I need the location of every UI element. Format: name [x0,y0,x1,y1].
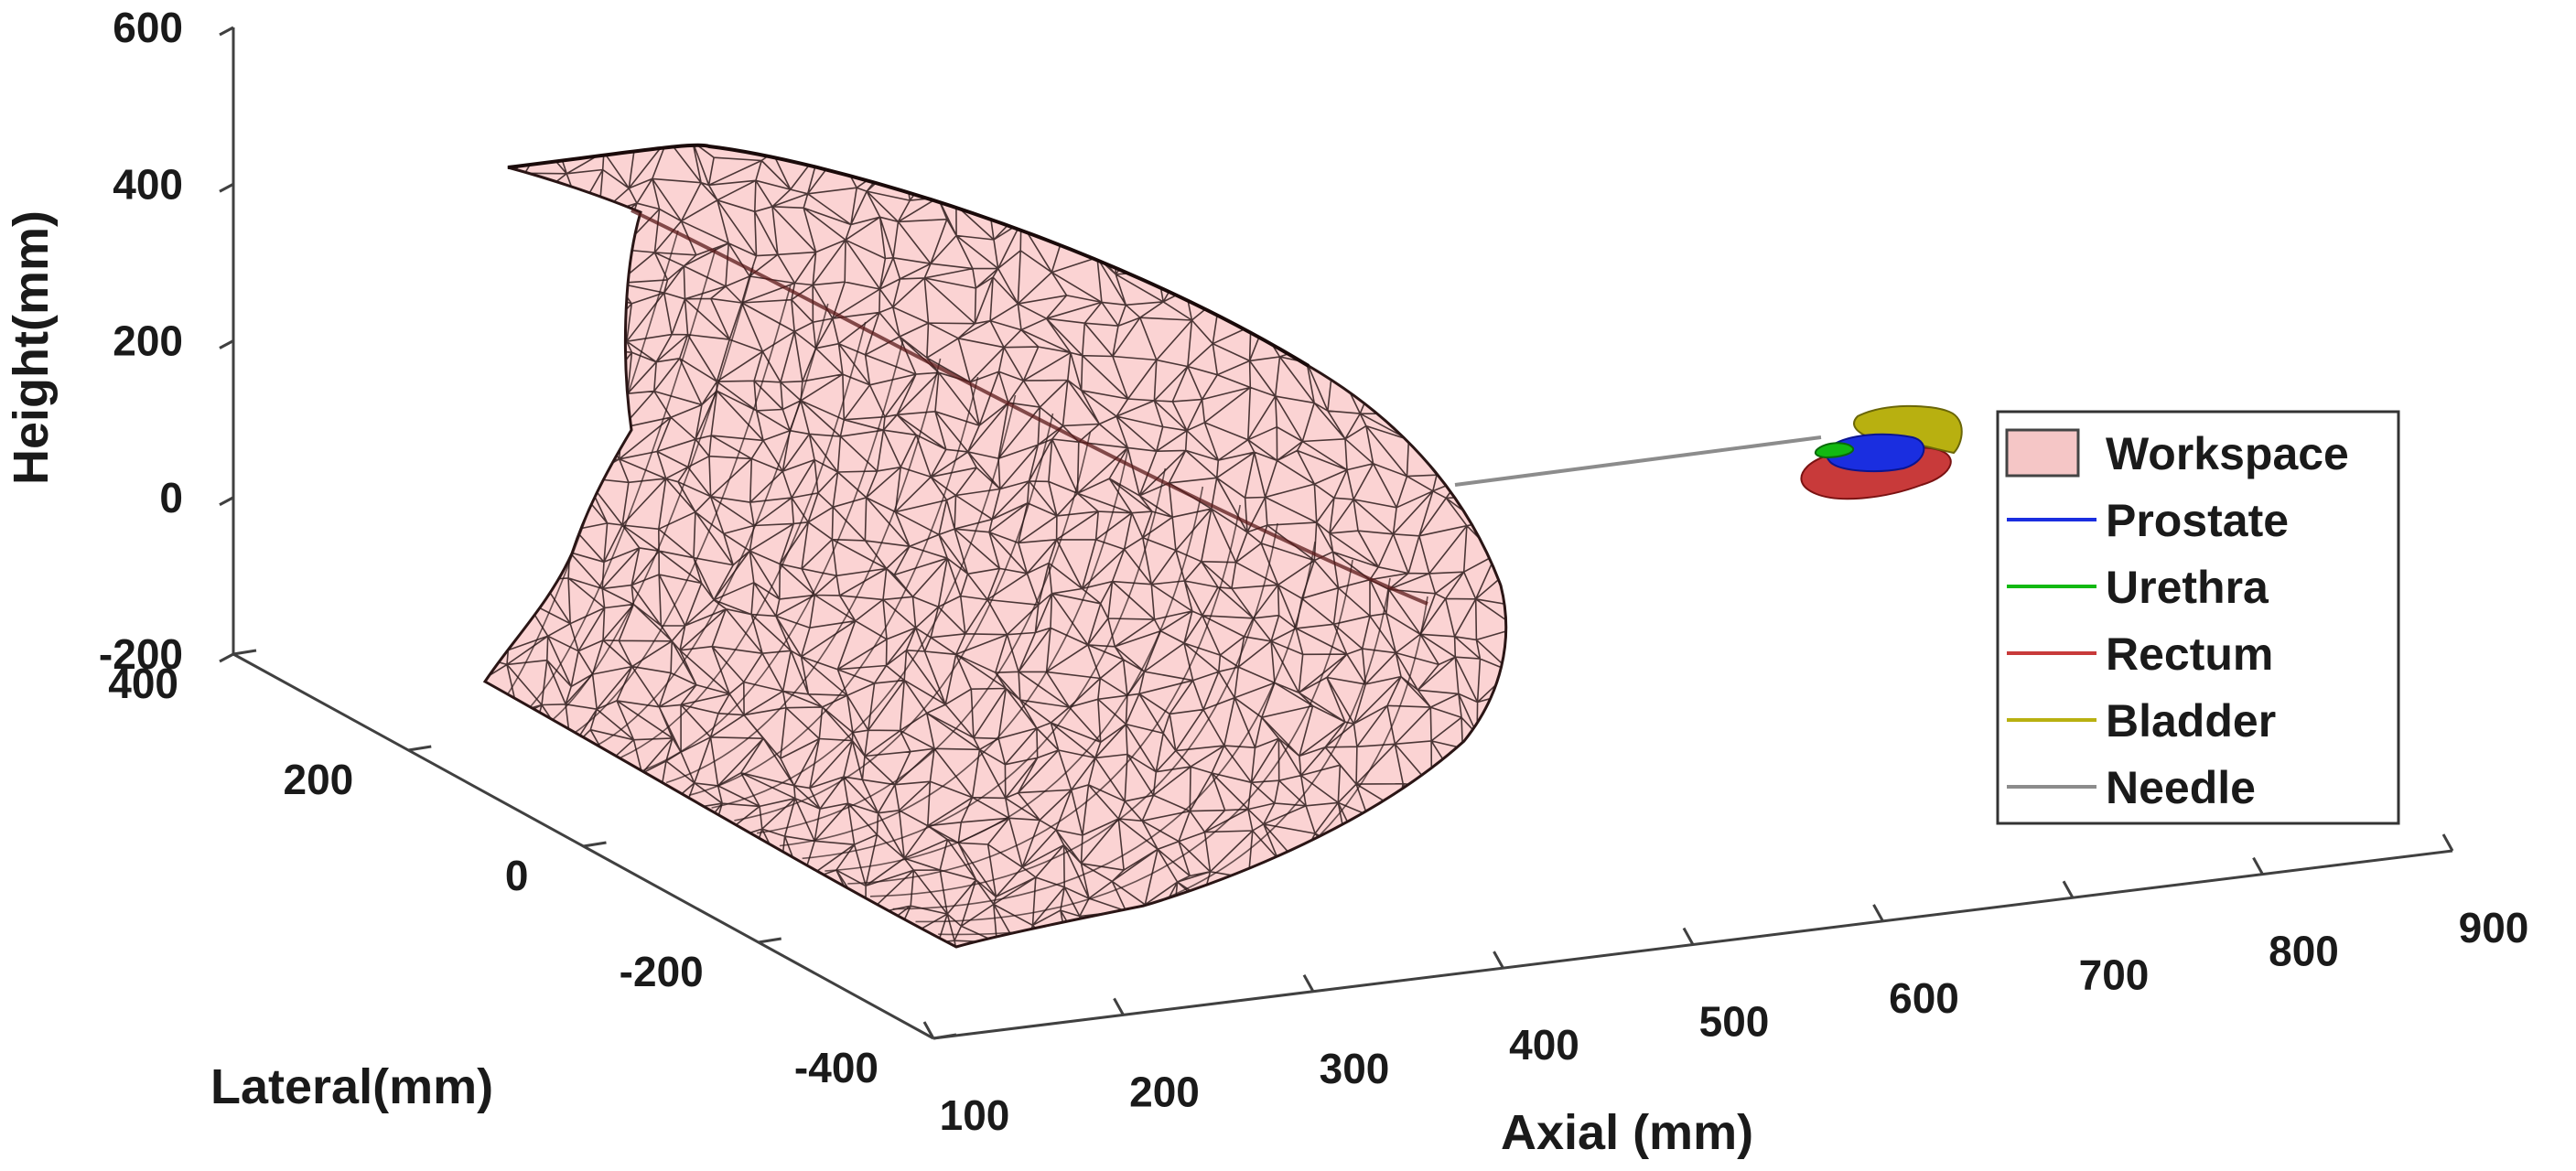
legend-label-prostate: Prostate [2106,495,2289,546]
legend-label-bladder: Bladder [2106,695,2276,747]
x-tick-label: 600 [1889,974,1959,1022]
x-tick-label: 700 [2079,951,2150,998]
y-tick-label: 0 [505,852,529,899]
legend-label-workspace: Workspace [2106,428,2349,479]
workspace-ridge [631,209,1428,606]
y-tick-label: -400 [794,1044,878,1091]
z-tick-label: 400 [113,160,183,208]
legend-swatch-workspace [2005,428,2080,478]
z-tick-label: 0 [159,474,183,521]
y-tick-mark [583,841,607,848]
x-tick-mark [2062,880,2075,898]
y-tick-label: 400 [108,660,178,707]
x-tick-mark [1682,927,1695,946]
x-tick-label: 500 [1699,998,1770,1046]
y-tick-label: -200 [620,948,704,995]
legend: Workspace Prostate Urethra Rectum Bladder Nee… [1996,410,2400,825]
legend-label-urethra: Urethra [2106,562,2269,613]
x-tick-label: 200 [1129,1068,1200,1115]
x-tick-mark [2441,833,2454,852]
urethra-surface [1814,442,1855,459]
organs-group [1800,404,1963,500]
workspace-surface [482,143,1508,949]
legend-box [1996,410,2400,825]
z-tick-mark [219,182,234,193]
x-tick-mark [1302,974,1315,993]
y-tick-mark [408,745,432,752]
workspace-top-edge [507,143,1310,368]
x-tick-mark [922,1021,935,1039]
x-tick-mark [2252,856,2264,876]
x-tick-mark [1493,951,1504,969]
x-tick-mark [1872,904,1884,922]
x-tick-label: 100 [940,1091,1010,1139]
x-tick-label: 900 [2459,904,2529,951]
y-tick-mark [232,649,257,656]
z-tick-mark [219,26,234,37]
y-axis-title: Lateral(mm) [210,1059,493,1114]
y-tick-mark [758,937,781,944]
x-tick-label: 400 [1509,1021,1579,1069]
needle-line [1454,435,1822,487]
z-tick-label: 600 [113,4,183,51]
z-tick-label: 200 [113,317,183,365]
y-tick-mark [932,1033,957,1040]
z-tick-label: -200 [99,630,183,678]
legend-label-rectum: Rectum [2106,628,2273,680]
legend-label-needle: Needle [2106,762,2256,813]
y-tick-label: 200 [284,756,354,803]
z-tick-mark [219,339,234,349]
prostate-surface [1825,433,1925,473]
z-tick-mark [219,652,234,663]
z-tick-mark [219,496,234,507]
x-axis-title: Axial (mm) [1501,1105,1753,1160]
x-tick-label: 800 [2269,928,2339,975]
z-axis-title: Height(mm) [4,210,59,485]
x-tick-label: 300 [1320,1045,1390,1092]
x-tick-mark [1113,997,1125,1016]
